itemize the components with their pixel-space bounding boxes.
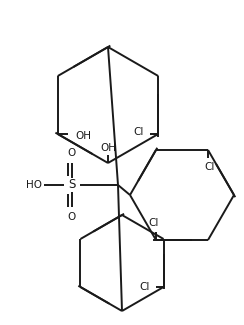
- Text: Cl: Cl: [149, 218, 159, 228]
- Text: O: O: [68, 212, 76, 222]
- Text: Cl: Cl: [134, 127, 144, 137]
- Text: S: S: [68, 178, 76, 191]
- Text: Cl: Cl: [139, 282, 150, 292]
- Text: OH: OH: [100, 143, 116, 153]
- Text: Cl: Cl: [205, 162, 215, 172]
- Text: HO: HO: [26, 180, 42, 190]
- Text: OH: OH: [76, 131, 92, 141]
- Text: O: O: [68, 148, 76, 158]
